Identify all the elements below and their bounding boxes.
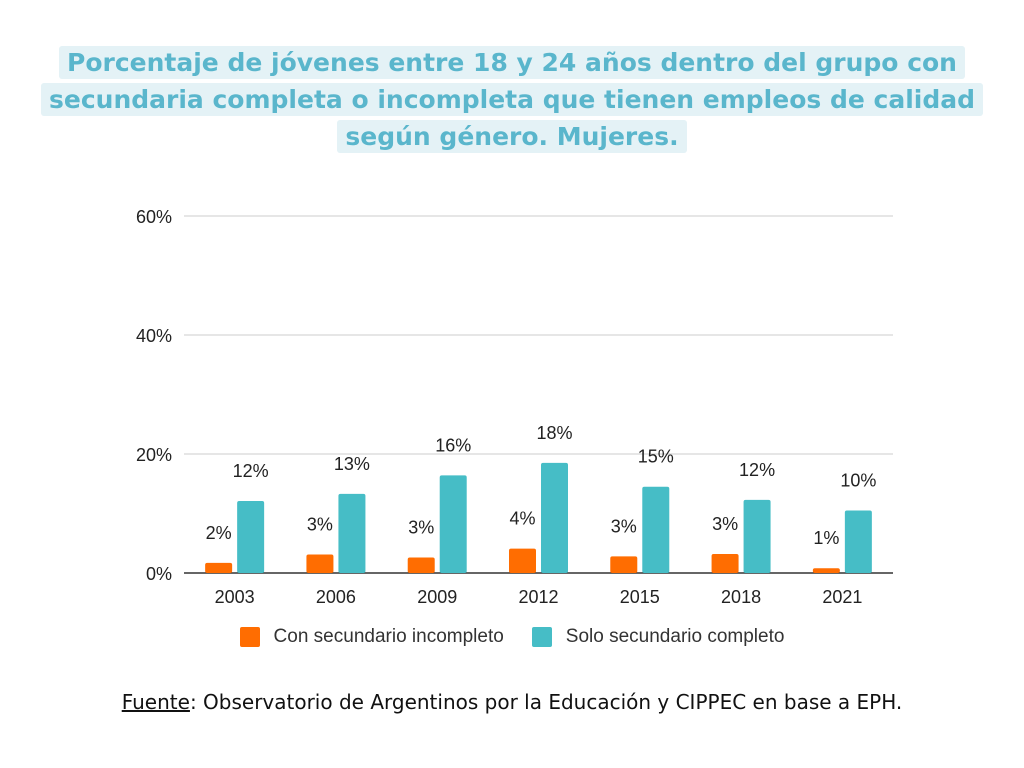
data-label-completo-2015: 15% bbox=[638, 447, 674, 467]
bar-incompleto-2015 bbox=[610, 556, 638, 573]
data-label-completo-2003: 12% bbox=[233, 461, 269, 481]
x-tick-label-2009: 2009 bbox=[417, 587, 457, 607]
source-label: Fuente bbox=[121, 690, 190, 714]
title-line-3: según género. Mujeres. bbox=[337, 120, 687, 153]
data-label-incompleto-2003: 2% bbox=[206, 523, 232, 543]
bar-incompleto-2018 bbox=[711, 553, 739, 573]
bar-incompleto-2021 bbox=[812, 568, 840, 573]
bar-completo-2021 bbox=[844, 510, 872, 573]
data-label-incompleto-2009: 3% bbox=[408, 518, 434, 538]
y-tick-label: 60% bbox=[136, 207, 172, 227]
bar-completo-2018 bbox=[743, 499, 771, 573]
data-label-incompleto-2018: 3% bbox=[712, 514, 738, 534]
chart-legend: Con secundario incompleto Solo secundari… bbox=[0, 626, 1024, 648]
title-line-2: secundaria completa o incompleta que tie… bbox=[40, 83, 984, 116]
bar-incompleto-2009 bbox=[407, 557, 435, 573]
title-line-1: Porcentaje de jóvenes entre 18 y 24 años… bbox=[59, 46, 965, 79]
data-label-completo-2006: 13% bbox=[334, 454, 370, 474]
bar-completo-2009 bbox=[439, 475, 467, 573]
data-label-incompleto-2015: 3% bbox=[611, 516, 637, 536]
legend-swatch-incompleto bbox=[239, 627, 260, 647]
bar-completo-2015 bbox=[642, 486, 670, 573]
source-text: : Observatorio de Argentinos por la Educ… bbox=[189, 690, 903, 714]
x-tick-label-2018: 2018 bbox=[721, 587, 761, 607]
y-tick-label: 0% bbox=[146, 564, 172, 584]
bar-incompleto-2012 bbox=[509, 548, 536, 573]
bar-completo-2003 bbox=[237, 501, 265, 573]
y-tick-label: 20% bbox=[136, 445, 172, 465]
legend-item-completo: Solo secundario completo bbox=[531, 626, 785, 648]
bar-chart: 0% 20% 40% 60% 2% 12% 2003 3% 13% 2006 3% 16% 2009 4%… bbox=[136, 207, 893, 607]
bar-completo-2012 bbox=[541, 462, 568, 573]
source-note: Fuente: Observatorio de Argentinos por l… bbox=[0, 690, 1024, 714]
x-tick-label-2003: 2003 bbox=[215, 587, 255, 607]
data-label-completo-2018: 12% bbox=[739, 460, 775, 480]
data-label-completo-2009: 16% bbox=[435, 435, 471, 455]
data-label-incompleto-2012: 4% bbox=[509, 509, 535, 529]
data-label-completo-2012: 18% bbox=[536, 423, 572, 443]
bar-completo-2006 bbox=[338, 493, 366, 573]
x-tick-label-2006: 2006 bbox=[316, 587, 356, 607]
legend-item-incompleto: Con secundario incompleto bbox=[239, 626, 504, 648]
legend-label-incompleto: Con secundario incompleto bbox=[273, 626, 504, 647]
data-label-completo-2021: 10% bbox=[840, 471, 876, 491]
bar-incompleto-2003 bbox=[205, 562, 233, 573]
legend-label-completo: Solo secundario completo bbox=[565, 626, 785, 647]
bar-incompleto-2006 bbox=[306, 554, 334, 573]
y-tick-label: 40% bbox=[136, 326, 172, 346]
x-tick-label-2012: 2012 bbox=[518, 587, 558, 607]
data-label-incompleto-2006: 3% bbox=[307, 515, 333, 535]
chart-title: Porcentaje de jóvenes entre 18 y 24 años… bbox=[0, 44, 1024, 155]
legend-swatch-completo bbox=[531, 627, 552, 647]
data-label-incompleto-2021: 1% bbox=[813, 528, 839, 548]
x-tick-label-2015: 2015 bbox=[620, 587, 660, 607]
x-tick-label-2021: 2021 bbox=[822, 587, 862, 607]
